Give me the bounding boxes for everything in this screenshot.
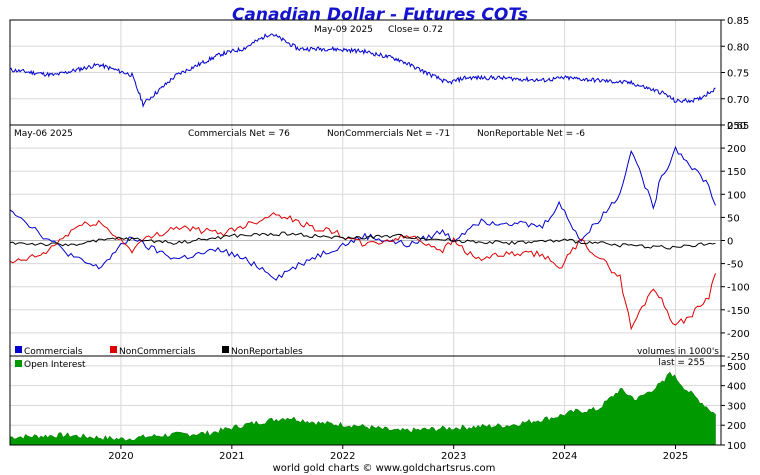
legend-label-open-interest: Open Interest xyxy=(24,360,86,370)
series-layer xyxy=(9,33,716,446)
x-tick-label: 2024 xyxy=(552,451,577,462)
x-tick-label: 2025 xyxy=(663,451,688,462)
oi-panel-frame xyxy=(9,355,722,446)
cot-y-tick-label: 150 xyxy=(727,167,746,178)
price-close-label: Close= 0.72 xyxy=(388,25,443,35)
cot-axis-ticks: 250 200 150 100 50 0 -50 -100 -150 -200 -250 xyxy=(721,121,750,363)
price-y-tick-label: 0.70 xyxy=(727,95,749,106)
cot-date-label: May-06 2025 xyxy=(14,129,73,139)
commercials-line xyxy=(9,145,716,281)
legend-swatch-commercials xyxy=(15,346,22,353)
cot-y-tick-label: 100 xyxy=(727,190,746,201)
grid-lines xyxy=(10,19,721,446)
oi-y-tick-label: 300 xyxy=(727,401,746,412)
legend-label-nonreportables: NonReportables xyxy=(231,347,303,357)
cot-y-tick-label: 200 xyxy=(727,144,746,155)
price-y-tick-label: 0.65 xyxy=(727,121,749,132)
cot-y-tick-label: 0 xyxy=(727,237,733,248)
nonreportable-net-label: NonReportable Net = -6 xyxy=(477,129,585,139)
cot-y-tick-label: -150 xyxy=(727,306,750,317)
price-y-tick-label: 0.75 xyxy=(727,69,749,80)
chart-title: Canadian Dollar - Futures COTs xyxy=(232,5,528,25)
oi-y-tick-label: 500 xyxy=(727,362,746,373)
cot-y-tick-label: -100 xyxy=(727,283,750,294)
x-tick-label: 2020 xyxy=(108,451,133,462)
cot-legend: Commercials NonCommercials NonReportable… xyxy=(15,346,303,357)
legend-swatch-nonreportables xyxy=(222,346,229,353)
cot-y-tick-label: 250 xyxy=(727,121,746,132)
oi-y-tick-label: 100 xyxy=(727,441,746,452)
cot-y-tick-label: 50 xyxy=(727,213,740,224)
noncommercials-line xyxy=(9,212,716,331)
footer-credit: world gold charts © www.goldchartsrus.co… xyxy=(273,463,496,474)
commercials-net-label: Commercials Net = 76 xyxy=(188,129,290,139)
oi-y-tick-label: 400 xyxy=(727,382,746,393)
oi-last-label: last = 255 xyxy=(658,358,705,368)
noncommercials-net-label: NonCommercials Net = -71 xyxy=(327,129,450,139)
oi-axis-ticks: 500 400 300 200 100 xyxy=(721,362,746,452)
legend-swatch-open-interest xyxy=(15,360,22,367)
oi-y-tick-label: 200 xyxy=(727,421,746,432)
price-y-tick-label: 0.80 xyxy=(727,42,749,53)
x-tick-label: 2022 xyxy=(330,451,355,462)
price-axis-ticks: 0.85 0.80 0.75 0.70 0.65 xyxy=(721,16,749,132)
legend-swatch-noncommercials xyxy=(110,346,117,353)
legend-label-noncommercials: NonCommercials xyxy=(119,347,196,357)
cot-y-tick-label: -200 xyxy=(727,329,750,340)
price-y-tick-label: 0.85 xyxy=(727,16,749,27)
cot-y-tick-label: -50 xyxy=(727,260,743,271)
x-tick-label: 2021 xyxy=(219,451,244,462)
open-interest-area xyxy=(9,371,716,446)
price-date-label: May-09 2025 xyxy=(314,25,373,35)
legend-label-commercials: Commercials xyxy=(24,347,83,357)
nonreportables-line xyxy=(9,231,716,250)
x-axis-ticks: 2020 2021 2022 2023 2024 2025 xyxy=(108,445,688,462)
cot-y-tick-label: -250 xyxy=(727,352,750,363)
x-tick-label: 2023 xyxy=(441,451,466,462)
price-line xyxy=(9,33,716,108)
volume-note: volumes in 1000's xyxy=(637,347,719,357)
